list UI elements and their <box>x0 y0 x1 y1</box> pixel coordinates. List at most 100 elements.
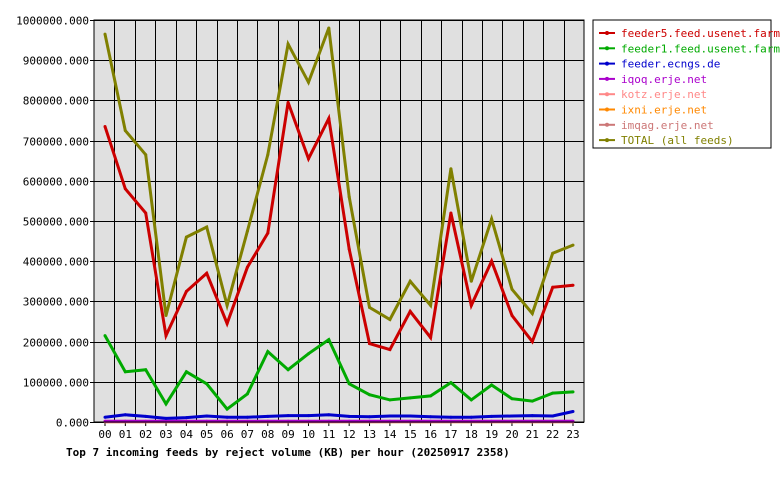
data-point <box>123 129 127 133</box>
data-point <box>286 414 290 418</box>
series-line <box>104 410 574 420</box>
data-point <box>510 314 514 317</box>
data-point <box>327 338 331 342</box>
legend-label: imqag.erje.net <box>621 119 714 132</box>
x-tick-label: 21 <box>526 428 539 441</box>
data-point <box>347 195 351 199</box>
y-tick-label: 500000.000 <box>23 216 89 229</box>
data-point <box>388 318 392 321</box>
data-point <box>469 279 473 283</box>
y-tick-label: 400000.000 <box>23 256 89 269</box>
legend-swatch-marker <box>605 138 609 143</box>
series-line <box>103 101 574 352</box>
chart-title: Top 7 incoming feeds by reject volume (K… <box>66 446 510 459</box>
data-point <box>144 211 148 215</box>
x-tick-label: 19 <box>485 428 498 441</box>
x-tick-label: 07 <box>241 428 254 441</box>
data-point <box>225 322 229 325</box>
x-tick-label: 15 <box>404 428 417 441</box>
data-point <box>551 414 555 418</box>
data-point <box>123 187 127 191</box>
data-point <box>347 382 351 386</box>
data-point <box>205 382 209 386</box>
data-point <box>408 396 412 400</box>
data-point <box>123 413 127 417</box>
data-point <box>266 153 270 157</box>
data-point <box>164 334 168 338</box>
y-tick-label: 200000.000 <box>23 337 89 350</box>
data-point <box>347 247 351 251</box>
data-point <box>449 415 453 419</box>
plot-frame <box>93 19 585 423</box>
legend-swatch-marker <box>605 92 609 97</box>
y-tick-label: 300000.000 <box>23 296 89 309</box>
data-point <box>469 303 473 307</box>
legend-label: TOTAL (all feeds) <box>621 134 734 147</box>
legend-swatch-marker <box>605 46 609 51</box>
data-point <box>429 415 433 419</box>
data-point <box>490 217 494 221</box>
data-point <box>571 243 575 247</box>
x-tick-label: 23 <box>566 428 579 441</box>
data-point <box>408 414 412 418</box>
y-tick-label: 600000.000 <box>23 176 89 189</box>
data-point <box>327 117 331 120</box>
data-point <box>225 415 229 419</box>
data-point <box>449 167 453 171</box>
data-point <box>408 309 412 313</box>
data-point <box>286 42 290 46</box>
legend-label: feeder1.feed.usenet.farm <box>621 42 780 55</box>
legend-label: iqoq.erje.net <box>621 73 707 86</box>
data-point <box>245 415 249 419</box>
data-point <box>388 398 392 402</box>
x-tick-label: 16 <box>424 428 437 441</box>
legend-swatch-marker <box>605 31 609 35</box>
data-point <box>307 414 310 418</box>
data-point <box>551 391 555 395</box>
data-point <box>429 336 433 340</box>
x-tick-label: 20 <box>505 428 518 441</box>
data-point <box>225 303 229 307</box>
x-tick-label: 11 <box>322 428 335 441</box>
data-point <box>368 305 371 309</box>
y-tick-label: 900000.000 <box>23 55 89 68</box>
data-point <box>103 32 107 36</box>
legend-box <box>592 19 772 149</box>
data-point <box>245 265 249 269</box>
data-point <box>429 394 433 398</box>
x-tick-label: 17 <box>444 428 457 441</box>
x-tick-label: 08 <box>261 428 274 441</box>
legend-swatch-marker <box>605 107 609 112</box>
data-point <box>510 287 514 291</box>
data-point <box>164 402 168 406</box>
data-point <box>144 153 148 157</box>
x-tick-label: 02 <box>139 428 152 441</box>
data-point <box>123 370 127 374</box>
data-point <box>469 415 473 419</box>
data-point <box>490 414 494 418</box>
data-point <box>205 271 209 275</box>
legend-label: kotz.erje.net <box>621 88 707 101</box>
data-point <box>144 368 148 372</box>
data-point <box>103 415 107 419</box>
y-tick-label: 800000.000 <box>23 95 89 108</box>
x-tick-label: 01 <box>119 428 132 441</box>
data-point <box>571 283 575 287</box>
series-line <box>103 334 574 412</box>
x-tick-label: 10 <box>302 428 315 441</box>
data-point <box>530 312 534 315</box>
legend: feeder5.feed.usenet.farm feeder1.feed.use… <box>599 27 780 147</box>
y-axis-ticks: 0.000 100000.000 200000.000 300000.000 40000… <box>16 15 94 430</box>
data-point <box>490 383 494 387</box>
x-tick-label: 14 <box>383 428 397 441</box>
data-point <box>266 350 270 354</box>
data-point <box>144 414 148 418</box>
data-point <box>429 303 433 307</box>
data-point <box>307 157 310 161</box>
data-point <box>551 251 555 255</box>
y-tick-label: 1000000.000 <box>16 15 89 28</box>
legend-swatch-marker <box>605 76 609 81</box>
legend-label: feeder.ecngs.de <box>621 58 720 71</box>
data-point <box>530 340 534 344</box>
